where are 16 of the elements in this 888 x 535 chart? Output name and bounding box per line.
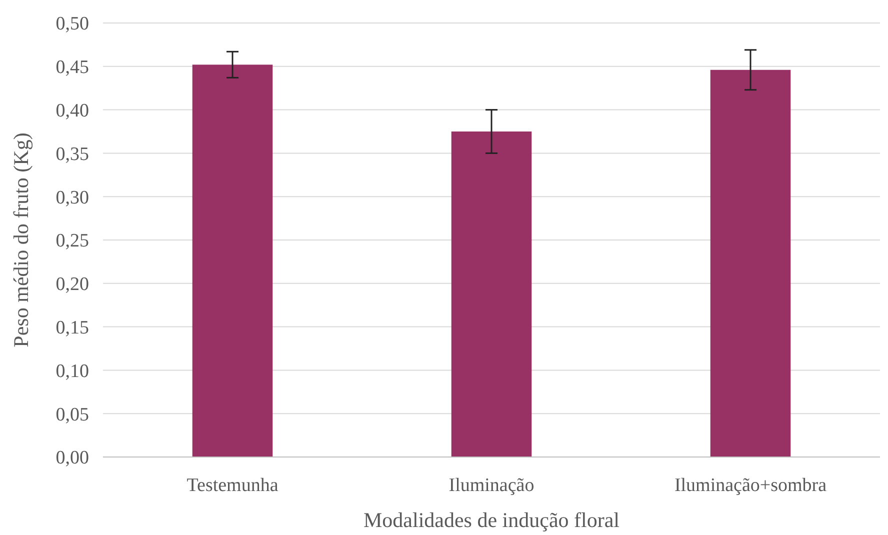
y-tick-label: 0,05	[56, 404, 89, 426]
y-tick-label: 0,15	[56, 317, 89, 338]
x-tick-label: Testemunha	[186, 475, 279, 496]
y-tick-label: 0,20	[56, 274, 89, 296]
x-axis-title: Modalidades de indução floral	[364, 508, 620, 532]
y-tick-label: 0,35	[56, 144, 89, 165]
y-tick-label: 0,10	[56, 360, 89, 382]
x-tick-label: Iluminação+sombra	[674, 475, 828, 496]
y-tick-label: 0,45	[56, 57, 89, 78]
y-tick-label: 0,30	[56, 187, 89, 208]
y-tick-label: 0,50	[56, 14, 89, 35]
y-tick-label: 0,25	[56, 230, 89, 252]
y-tick-label: 0,00	[56, 448, 89, 469]
y-axis-title: Peso médio do fruto (Kg)	[9, 132, 33, 348]
y-tick-label: 0,40	[56, 100, 89, 122]
x-tick-label: Iluminação	[448, 475, 534, 496]
